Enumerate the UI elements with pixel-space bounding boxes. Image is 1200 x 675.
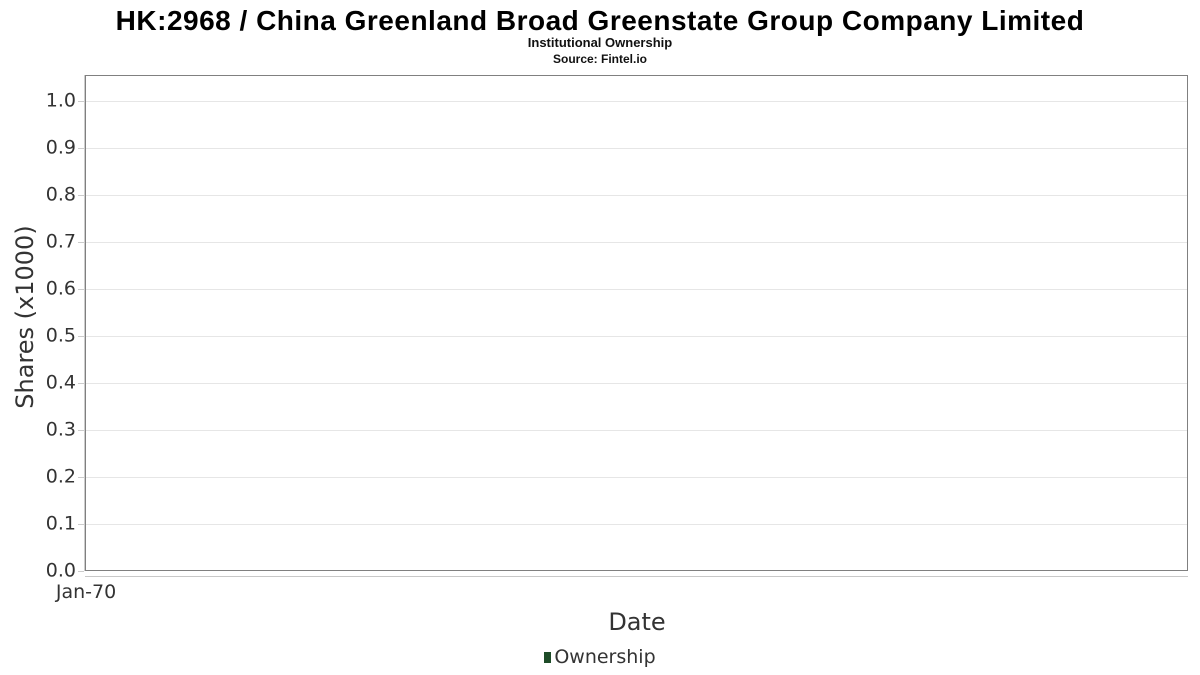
gridline: [86, 383, 1187, 384]
y-axis-tick-label: 0.4: [45, 371, 76, 394]
gridline: [86, 195, 1187, 196]
y-axis-tick: [78, 571, 84, 572]
y-axis-tick-label: 0.5: [45, 324, 76, 347]
legend: Ownership: [0, 647, 1200, 668]
legend-item-ownership[interactable]: Ownership: [544, 646, 656, 668]
y-axis-tick-label: 0.9: [45, 136, 76, 159]
gridline: [86, 336, 1187, 337]
y-axis-tick-label: 0.8: [45, 183, 76, 206]
gridline: [86, 148, 1187, 149]
y-axis-tick: [78, 289, 84, 290]
x-axis-line: [85, 576, 1188, 577]
y-axis-title: Shares (x1000): [11, 225, 39, 409]
gridline: [86, 524, 1187, 525]
plot-area: [85, 75, 1188, 571]
y-axis-tick: [78, 430, 84, 431]
y-axis-tick: [78, 383, 84, 384]
y-axis-tick-label: 0.7: [45, 230, 76, 253]
chart-subtitle: Institutional Ownership: [527, 35, 673, 50]
y-axis-tick: [78, 101, 84, 102]
series-marker-icon: [544, 651, 552, 663]
chart-source-label: Source: Fintel.io: [552, 52, 647, 66]
x-axis-tick-label: Jan-70: [55, 581, 117, 603]
gridline: [86, 477, 1187, 478]
y-axis-tick-label: 1.0: [45, 89, 76, 112]
y-axis-tick: [78, 477, 84, 478]
gridline: [86, 289, 1187, 290]
x-axis-title: Date: [608, 608, 666, 636]
y-axis-tick-label: 0.3: [45, 418, 76, 441]
gridline: [86, 242, 1187, 243]
y-axis-tick-label: 0.2: [45, 465, 76, 488]
y-axis-tick: [78, 524, 84, 525]
gridline: [86, 101, 1187, 102]
y-axis-tick: [78, 195, 84, 196]
y-axis-line: [84, 75, 85, 571]
y-axis-tick-label: 0.0: [45, 559, 76, 582]
y-axis-tick: [78, 148, 84, 149]
y-axis-tick: [78, 336, 84, 337]
y-axis-tick: [78, 242, 84, 243]
y-axis-tick-label: 0.1: [45, 512, 76, 535]
y-axis-tick-label: 0.6: [45, 277, 76, 300]
chart-title: HK:2968 / China Greenland Broad Greensta…: [115, 5, 1085, 36]
legend-item-label: Ownership: [554, 646, 656, 668]
gridline: [86, 430, 1187, 431]
